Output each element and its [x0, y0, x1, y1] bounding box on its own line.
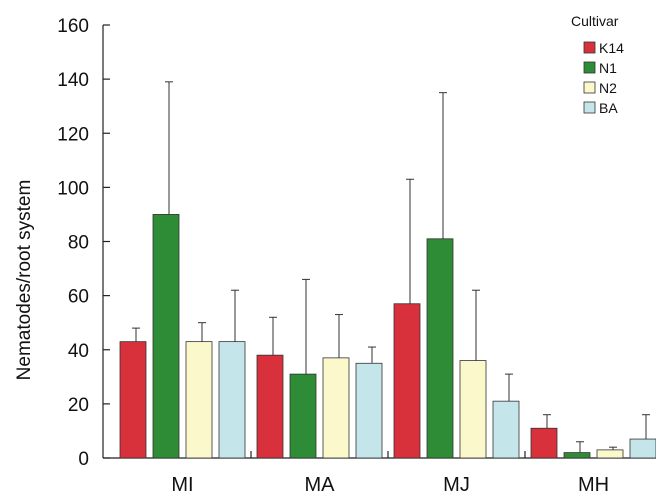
y-tick-label: 0 — [78, 449, 89, 470]
x-tick-label: MH — [578, 474, 609, 496]
bar-n2-mj — [459, 360, 487, 459]
y-tick-label: 60 — [68, 287, 89, 308]
bar-ba-mh — [629, 438, 656, 459]
legend-swatch-n1 — [583, 61, 596, 74]
bar-ba-mj — [492, 400, 520, 459]
legend-label-n1: N1 — [599, 60, 617, 76]
y-tick-label: 40 — [68, 341, 89, 362]
y-tick-label: 160 — [57, 16, 89, 37]
bar-k14-ma — [256, 354, 284, 459]
legend-swatch-ba — [583, 101, 596, 114]
bars — [119, 214, 656, 459]
bar-n1-mi — [152, 214, 180, 459]
error-bars — [132, 81, 650, 453]
bar-ba-ma — [355, 362, 383, 459]
y-tick-label: 120 — [57, 124, 89, 145]
bar-n2-mi — [185, 341, 213, 459]
x-tick-label: MI — [171, 474, 193, 496]
legend-title: Cultivar — [571, 13, 619, 29]
x-tick-label: MA — [305, 474, 336, 496]
ticks: 0 20 40 60 80 100 120 140 160 MI MA MJ MH — [57, 16, 609, 496]
y-tick-label: 80 — [68, 233, 89, 254]
bar-n1-mh — [563, 452, 591, 459]
bar-n1-mj — [426, 238, 454, 459]
bar-ba-mi — [218, 341, 246, 459]
legend-label-k14: K14 — [599, 40, 624, 56]
legend-label-ba: BA — [599, 100, 618, 116]
y-tick-label: 20 — [68, 395, 89, 416]
bar-k14-mi — [119, 341, 147, 459]
bar-n2-ma — [322, 357, 350, 459]
y-tick-label: 100 — [57, 178, 89, 199]
legend-label-n2: N2 — [599, 80, 617, 96]
bar-n2-mh — [596, 449, 624, 459]
x-tick-label: MJ — [443, 474, 470, 496]
bar-k14-mh — [530, 427, 558, 459]
y-tick-label: 140 — [57, 70, 89, 91]
bar-k14-mj — [393, 303, 421, 459]
legend: Cultivar K14 N1 N2 BA — [571, 13, 624, 116]
y-axis-title: Nematodes/root system — [14, 180, 35, 381]
bar-n1-ma — [289, 373, 317, 459]
legend-swatch-k14 — [583, 41, 596, 54]
legend-swatch-n2 — [583, 81, 596, 94]
